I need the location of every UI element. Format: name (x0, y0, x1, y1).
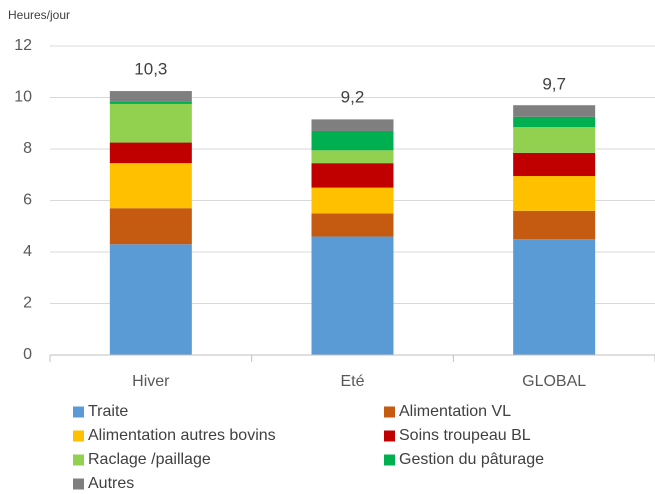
legend-swatch (73, 406, 84, 418)
bar-segment (513, 239, 596, 355)
legend-swatch (384, 430, 395, 442)
legend-label: Alimentation autres bovins (88, 427, 276, 444)
y-tick-label: 12 (14, 37, 32, 54)
y-axis-label: Heures/jour (8, 8, 70, 22)
bar-segment (513, 210, 596, 240)
bar-segment (311, 163, 394, 188)
bar-segment (513, 176, 596, 211)
bar-segment (109, 103, 192, 143)
total-label: 9,2 (341, 88, 365, 107)
bar-segment (513, 152, 596, 177)
legend-label: Soins troupeau BL (399, 427, 531, 444)
bar-segment (311, 213, 394, 237)
legend-label: Autres (88, 475, 134, 492)
total-label: 9,7 (542, 75, 566, 94)
y-tick-label: 0 (23, 346, 32, 363)
legend-label: Raclage /paillage (88, 451, 211, 468)
y-tick-label: 10 (14, 89, 32, 106)
legend-swatch (73, 478, 84, 490)
bar-segment (311, 150, 394, 164)
legend-label: Gestion du pâturage (399, 451, 544, 468)
total-label: 10,3 (134, 59, 167, 78)
x-tick-label: GLOBAL (522, 373, 586, 390)
bar-segment (311, 187, 394, 214)
bar-segment (109, 208, 192, 245)
bar-segment (311, 130, 394, 151)
y-tick-label: 8 (23, 140, 32, 157)
x-tick-label: Hiver (132, 373, 170, 390)
bar-segment (109, 91, 192, 102)
bar-segment (513, 105, 596, 117)
y-tick-label: 6 (23, 192, 32, 209)
bar-segment (109, 142, 192, 164)
y-tick-label: 4 (23, 243, 32, 260)
legend-label: Alimentation VL (399, 403, 511, 420)
legend-swatch (73, 430, 84, 442)
legend-label: Traite (88, 403, 128, 420)
y-tick-label: 2 (23, 295, 32, 312)
legend-swatch (384, 454, 395, 466)
bar-segment (513, 116, 596, 128)
bar-segment (109, 101, 192, 104)
bar-segment (311, 236, 394, 355)
bar-segment (311, 119, 394, 131)
x-tick-label: Eté (340, 373, 364, 390)
bar-segment (109, 163, 192, 209)
legend-swatch (384, 406, 395, 418)
bar-segment (513, 127, 596, 153)
legend-swatch (73, 454, 84, 466)
bar-segment (109, 244, 192, 355)
